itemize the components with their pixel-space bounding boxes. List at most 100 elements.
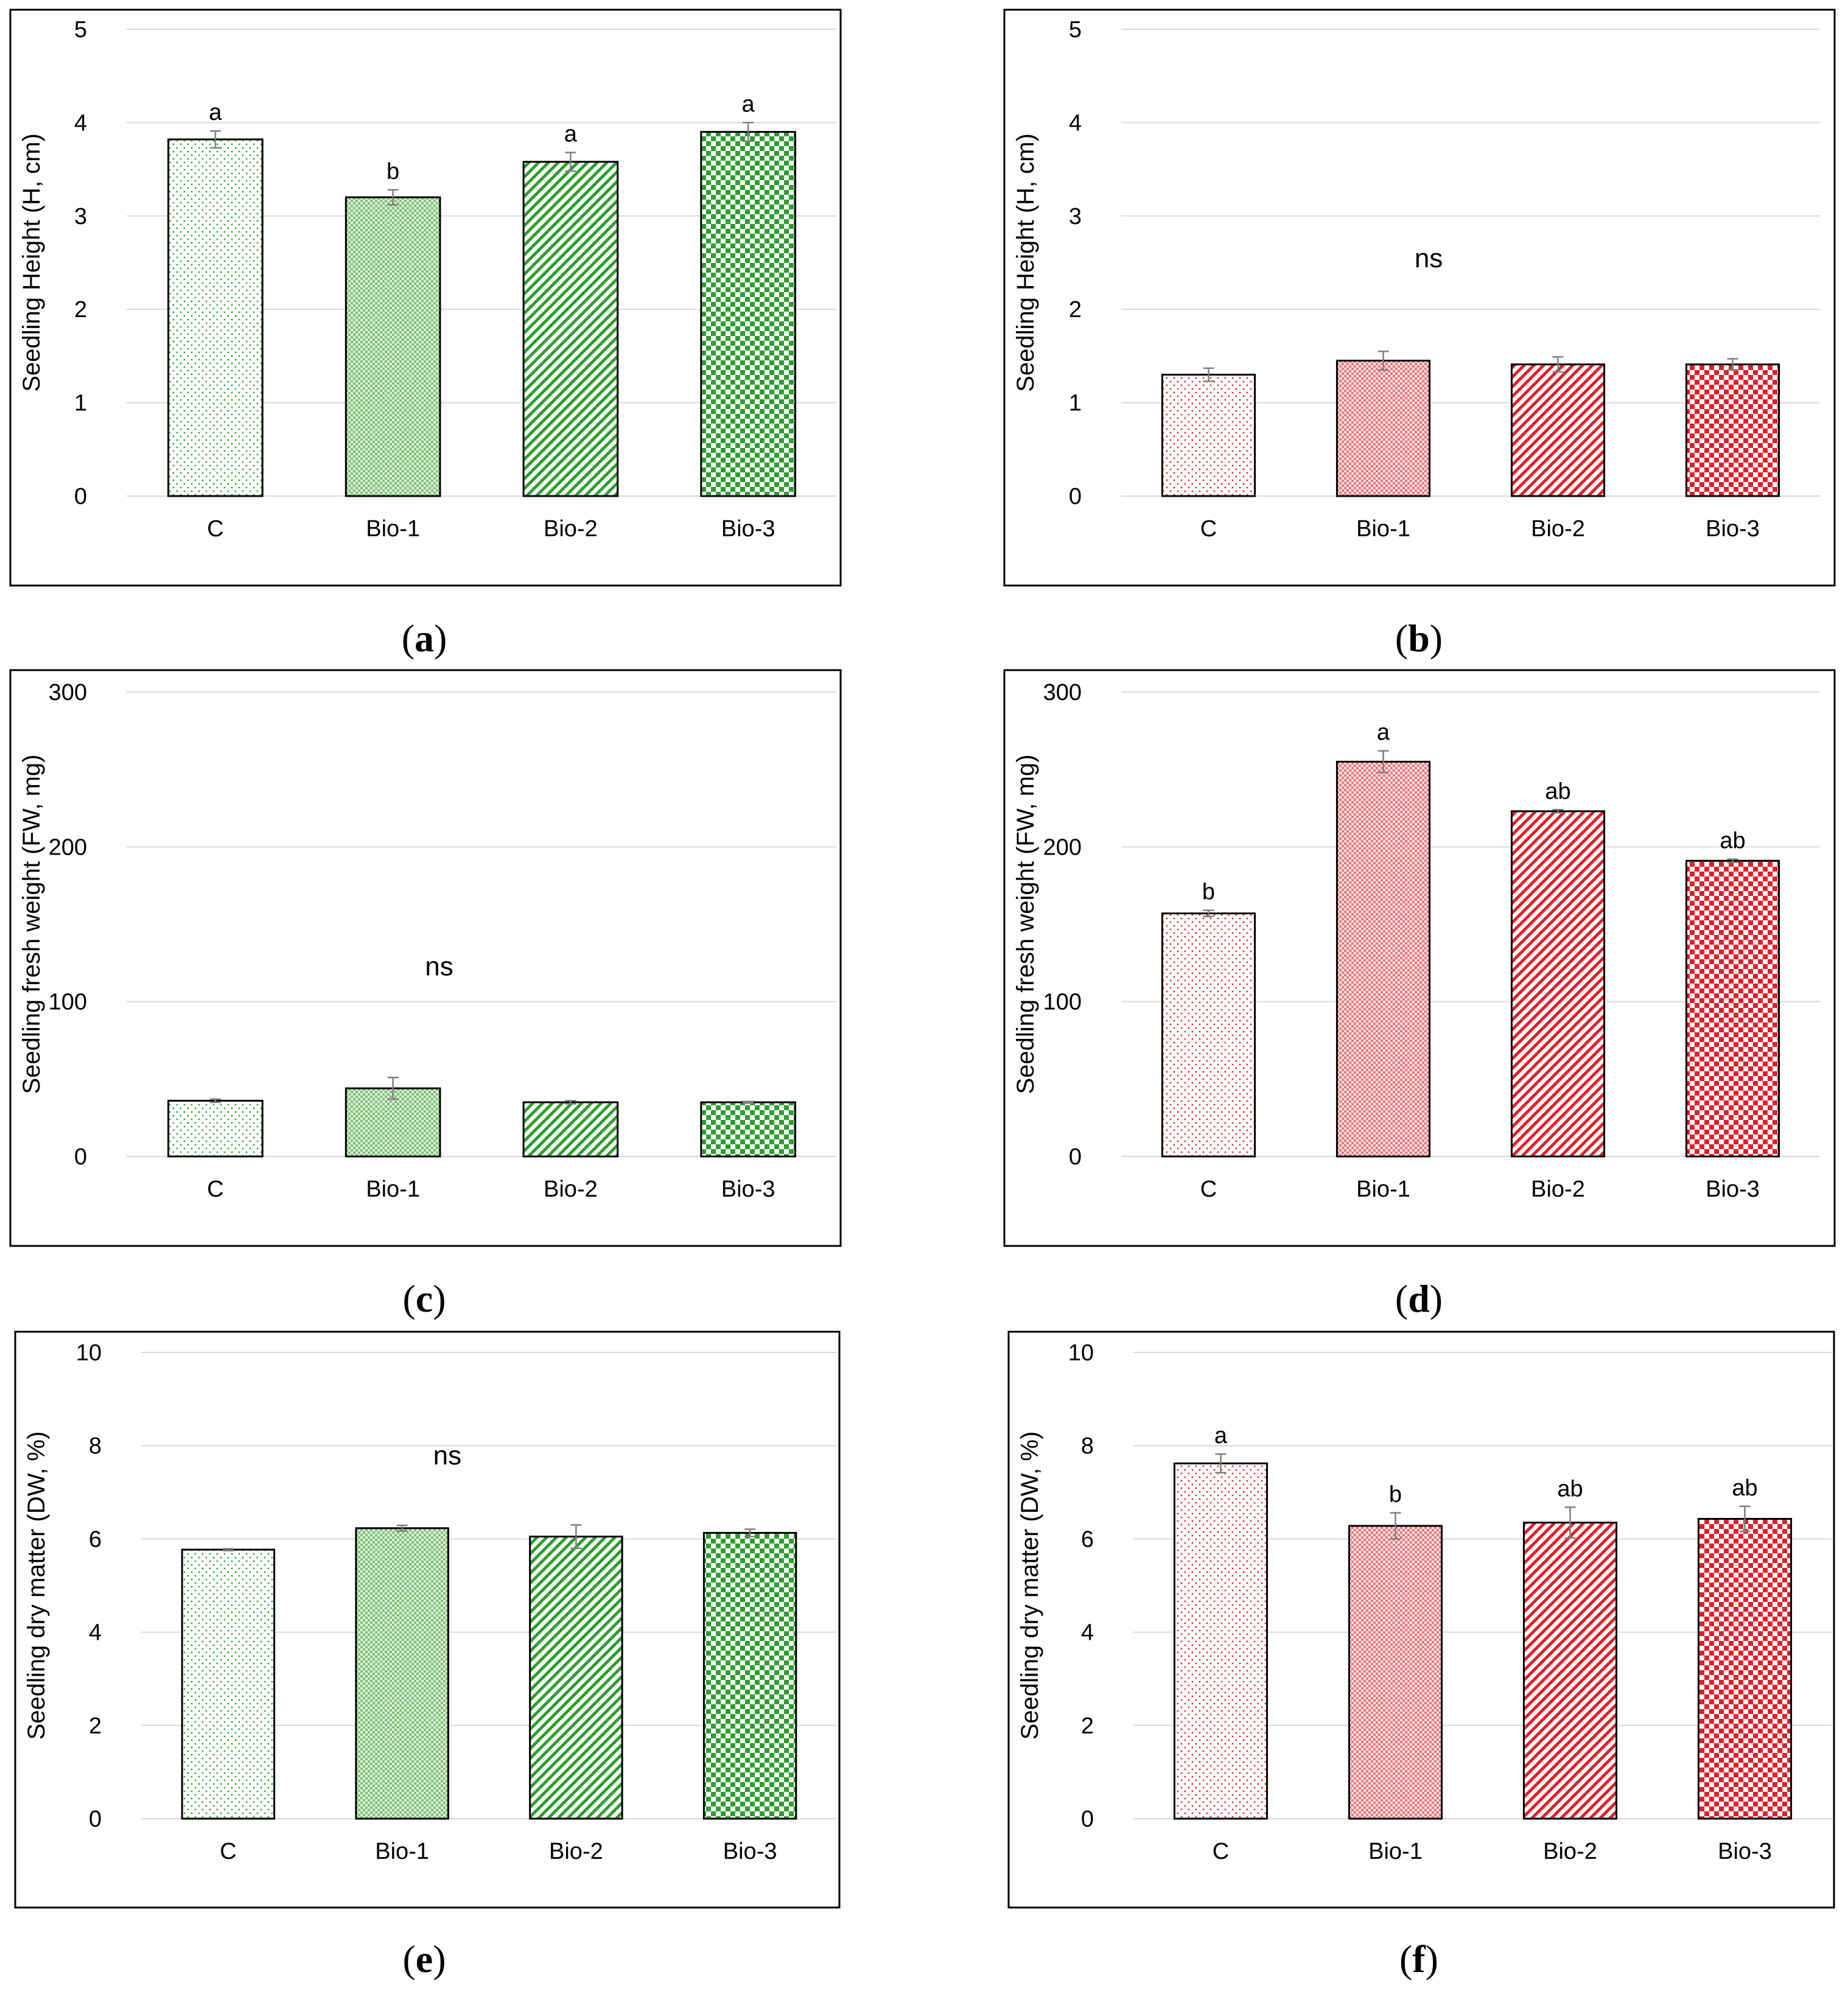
bar-bio-1: [1348, 1525, 1443, 1820]
x-tick-label: Bio-2: [544, 516, 598, 542]
x-tick-label: Bio-2: [1531, 516, 1585, 542]
bar-bio-3: [700, 131, 796, 497]
chart-frame: [1003, 9, 1836, 587]
significance-letter: a: [564, 121, 578, 147]
chart-panel-c: 0 100 200 300 Seedling fresh weight (FW, mg)…: [9, 669, 842, 1320]
y-tick-label: 0: [1069, 1144, 1082, 1170]
x-tick-label: Bio-1: [375, 1839, 429, 1864]
bar-bio-2: [522, 1101, 619, 1158]
y-tick-label: 4: [1081, 1620, 1094, 1646]
panel-caption: (a): [402, 617, 447, 660]
x-tick-label: Bio-1: [1368, 1839, 1423, 1864]
y-tick-label: 3: [1069, 204, 1082, 229]
y-tick-label: 10: [1068, 1340, 1094, 1366]
y-tick-label: 2: [1069, 297, 1082, 323]
significance-letter: a: [742, 91, 755, 117]
bar-bio-2: [1510, 363, 1606, 497]
chart-panel-f: 0 2 4 6 8 10 Seedling dry matter (DW, %) a Cb Bio…: [1007, 1331, 1835, 1981]
ns-label: ns: [433, 1441, 461, 1471]
y-tick-label: 0: [74, 484, 87, 509]
bar-c: [167, 1099, 264, 1158]
bar-bio-2: [1522, 1522, 1618, 1820]
y-tick-label: 2: [1081, 1713, 1094, 1739]
y-tick-label: 200: [49, 834, 87, 860]
y-tick-label: 10: [76, 1340, 102, 1366]
significance-letter: ab: [1557, 1476, 1583, 1502]
bar-bio-3: [700, 1101, 796, 1158]
y-tick-label: 3: [74, 204, 87, 229]
x-tick-label: C: [207, 516, 223, 542]
significance-letter: a: [1214, 1423, 1228, 1449]
y-tick-label: 1: [1069, 391, 1082, 416]
x-tick-label: Bio-2: [1543, 1839, 1597, 1864]
x-tick-label: C: [220, 1839, 236, 1864]
bar-bio-1: [1335, 760, 1431, 1158]
y-tick-label: 0: [1081, 1806, 1094, 1832]
x-tick-label: Bio-3: [723, 1839, 777, 1864]
x-tick-label: Bio-1: [366, 516, 420, 542]
y-tick-label: 4: [74, 110, 87, 136]
bar-bio-3: [1685, 859, 1780, 1158]
bar-c: [1161, 374, 1256, 497]
significance-letter: a: [209, 100, 222, 125]
bar-bio-1: [1335, 360, 1431, 497]
x-tick-label: C: [207, 1177, 223, 1202]
y-tick-label: 4: [89, 1620, 102, 1646]
panel-caption: (f): [1399, 1937, 1438, 1981]
y-tick-label: 0: [1069, 484, 1082, 509]
ns-label: ns: [425, 951, 453, 981]
significance-letter: b: [1202, 880, 1215, 905]
bar-c: [1173, 1462, 1269, 1820]
bar-bio-2: [522, 161, 619, 497]
y-tick-label: 100: [49, 990, 87, 1015]
significance-letter: b: [387, 159, 399, 184]
x-tick-label: Bio-3: [1706, 1177, 1760, 1202]
bar-c: [1161, 912, 1256, 1158]
panel-caption: (e): [402, 1937, 446, 1981]
bar-bio-2: [529, 1536, 623, 1820]
x-tick-label: Bio-1: [1356, 1177, 1410, 1202]
significance-letter: ab: [1545, 778, 1570, 804]
y-axis-label: Seedling Height (H, cm): [18, 133, 45, 392]
y-tick-label: 5: [74, 17, 87, 43]
y-tick-label: 2: [74, 297, 87, 323]
y-tick-label: 6: [89, 1527, 102, 1552]
bar-bio-1: [345, 196, 441, 497]
y-tick-label: 200: [1043, 834, 1082, 860]
chart-panel-a: 0 1 2 3 4 5 Seedling Height (H, cm) a Cb Bio-1 a Bi…: [9, 9, 842, 660]
significance-letter: ab: [1720, 828, 1745, 854]
bar-c: [181, 1548, 276, 1820]
panel-caption: (c): [402, 1277, 446, 1320]
y-tick-label: 8: [1081, 1433, 1094, 1459]
x-tick-label: Bio-3: [721, 516, 775, 542]
y-tick-label: 300: [49, 680, 87, 705]
x-tick-label: C: [1200, 1177, 1217, 1202]
bar-bio-3: [1685, 363, 1780, 497]
y-tick-label: 5: [1069, 17, 1082, 43]
y-tick-label: 0: [74, 1144, 87, 1170]
bar-bio-3: [1697, 1517, 1793, 1820]
y-axis-label: Seedling fresh weight (FW, mg): [1012, 755, 1039, 1094]
y-tick-label: 1: [74, 391, 87, 416]
x-tick-label: Bio-2: [544, 1177, 598, 1202]
y-axis-label: Seedling fresh weight (FW, mg): [18, 755, 45, 1094]
significance-letter: a: [1377, 720, 1390, 746]
y-axis-label: Seedling dry matter (DW, %): [1017, 1432, 1043, 1740]
panel-caption: (d): [1395, 1277, 1443, 1320]
x-tick-label: Bio-1: [1356, 516, 1410, 542]
x-tick-label: Bio-1: [366, 1177, 420, 1202]
y-tick-label: 6: [1081, 1527, 1094, 1552]
y-axis-label: Seedling Height (H, cm): [1012, 133, 1039, 392]
y-tick-label: 2: [89, 1713, 102, 1739]
significance-letter: b: [1389, 1482, 1402, 1508]
y-tick-label: 8: [89, 1433, 102, 1459]
bar-c: [167, 138, 264, 497]
y-axis-label: Seedling dry matter (DW, %): [23, 1432, 50, 1740]
x-tick-label: Bio-2: [1531, 1177, 1585, 1202]
x-tick-label: Bio-3: [1718, 1839, 1772, 1864]
ns-label: ns: [1415, 243, 1443, 273]
chart-panel-e: 0 2 4 6 8 10 Seedling dry matter (DW, %) C Bio-1…: [14, 1331, 841, 1981]
panel-caption: (b): [1395, 617, 1443, 660]
y-tick-label: 100: [1043, 990, 1082, 1015]
x-tick-label: C: [1213, 1839, 1229, 1864]
